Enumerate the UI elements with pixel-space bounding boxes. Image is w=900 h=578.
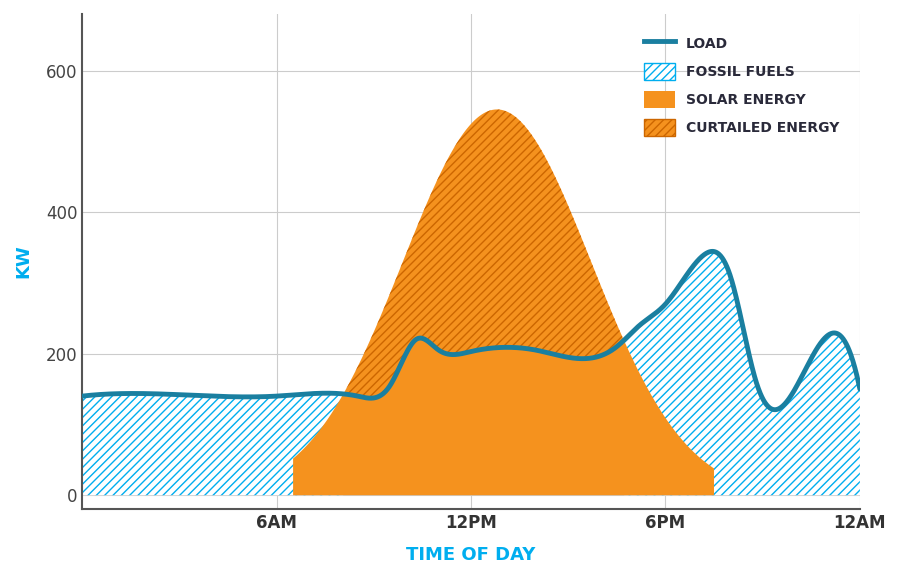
Y-axis label: KW: KW [14,244,32,279]
Legend: LOAD, FOSSIL FUELS, SOLAR ENERGY, CURTAILED ENERGY: LOAD, FOSSIL FUELS, SOLAR ENERGY, CURTAI… [630,21,853,150]
X-axis label: TIME OF DAY: TIME OF DAY [407,546,536,564]
